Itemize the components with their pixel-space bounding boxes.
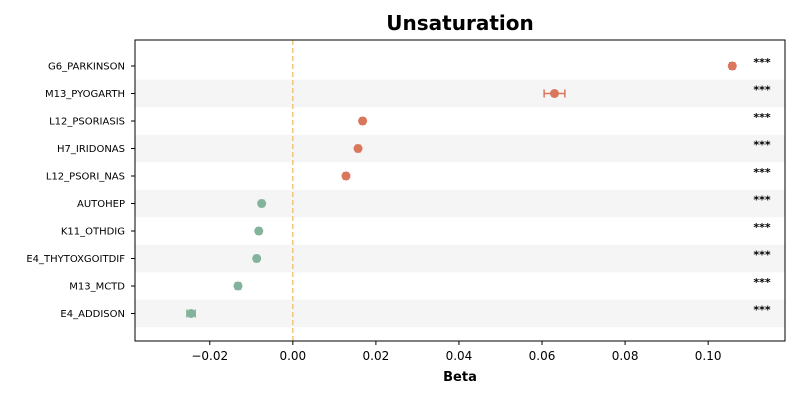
y-axis: G6_PARKINSON M13_PYOGARTH L12_PSORIASIS H7_… — [26, 62, 135, 320]
data-point — [233, 281, 243, 291]
chart-title: Unsaturation — [386, 11, 533, 35]
x-tick-label: 0.00 — [279, 349, 306, 363]
plot-frame — [134, 39, 786, 342]
x-axis: −0.02 0.00 0.02 0.04 0.06 0.08 0.10 — [191, 341, 722, 363]
y-tick-label: K11_OTHDIG — [61, 227, 125, 238]
data-point — [358, 116, 368, 126]
y-tick-label: E4_ADDISON — [60, 309, 125, 320]
significance-label: *** — [753, 249, 771, 262]
y-tick-label: L12_PSORIASIS — [49, 117, 125, 128]
row-band — [135, 79, 785, 108]
significance-label: *** — [753, 194, 771, 207]
significance-label: *** — [753, 166, 771, 179]
y-tick-label: G6_PARKINSON — [48, 62, 125, 73]
significance-label: *** — [753, 56, 771, 69]
row-band — [135, 299, 785, 328]
x-axis-label: Beta — [443, 370, 477, 385]
data-point — [254, 226, 264, 236]
data-point — [341, 171, 351, 181]
y-tick-label: L12_PSORI_NAS — [46, 172, 125, 183]
y-tick-label: M13_MCTD — [69, 282, 125, 293]
data-point — [353, 144, 363, 153]
row-bands — [135, 79, 785, 328]
row-band — [135, 189, 785, 218]
data-point — [727, 61, 737, 71]
x-tick-label: 0.06 — [529, 349, 556, 363]
data-point — [186, 309, 196, 318]
significance-label: *** — [753, 304, 771, 317]
x-tick-label: −0.02 — [191, 349, 228, 363]
data-point — [549, 89, 559, 98]
significance-label: *** — [753, 221, 771, 234]
data-point — [252, 254, 262, 263]
significance-label: *** — [753, 139, 771, 152]
x-tick-label: 0.02 — [363, 349, 390, 363]
x-tick-label: 0.10 — [695, 349, 722, 363]
y-tick-label: E4_THYTOXGOITDIF — [26, 254, 125, 265]
significance-label: *** — [753, 84, 771, 97]
x-tick-label: 0.08 — [612, 349, 639, 363]
significance-labels: *** *** *** *** *** *** *** *** *** *** — [753, 56, 771, 317]
y-tick-label: H7_IRIDONAS — [57, 144, 125, 155]
row-band — [135, 244, 785, 273]
y-tick-label: M13_PYOGARTH — [45, 89, 125, 100]
significance-label: *** — [753, 111, 771, 124]
data-points — [186, 61, 737, 318]
row-band — [135, 134, 785, 163]
data-point — [257, 199, 267, 208]
significance-label: *** — [753, 276, 771, 289]
x-tick-label: 0.04 — [446, 349, 473, 363]
y-tick-label: AUTOHEP — [77, 199, 125, 210]
